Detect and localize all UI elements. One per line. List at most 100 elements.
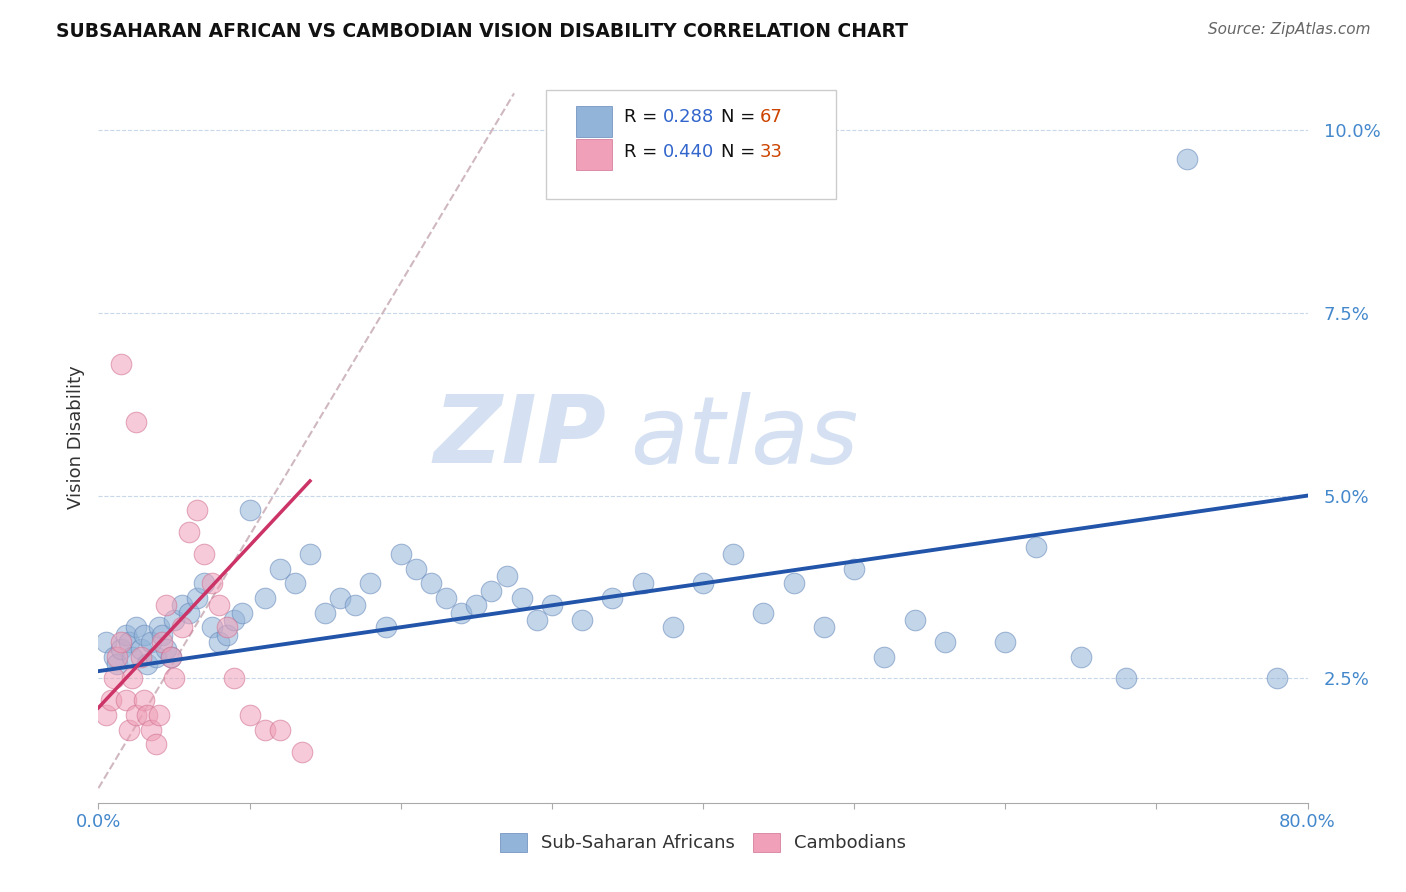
Point bbox=[1070, 649, 1092, 664]
Point bbox=[631, 576, 654, 591]
Point bbox=[103, 672, 125, 686]
Point bbox=[110, 635, 132, 649]
Point bbox=[125, 416, 148, 430]
Point bbox=[661, 620, 683, 634]
Point bbox=[186, 591, 208, 605]
Point bbox=[253, 591, 276, 605]
Point bbox=[405, 562, 427, 576]
Point bbox=[145, 649, 167, 664]
Point bbox=[193, 547, 215, 561]
Point bbox=[160, 649, 183, 664]
Point bbox=[329, 591, 352, 605]
Point bbox=[170, 620, 193, 634]
Point bbox=[215, 620, 238, 634]
Y-axis label: Vision Disability: Vision Disability bbox=[66, 365, 84, 509]
Point bbox=[994, 635, 1017, 649]
Point bbox=[208, 635, 231, 649]
Point bbox=[110, 642, 132, 657]
Point bbox=[692, 576, 714, 591]
Point bbox=[904, 613, 927, 627]
Point bbox=[224, 672, 246, 686]
Point bbox=[450, 606, 472, 620]
Point bbox=[125, 708, 148, 723]
Point bbox=[201, 576, 224, 591]
Point bbox=[141, 635, 163, 649]
Point bbox=[1267, 672, 1289, 686]
Point bbox=[118, 723, 141, 737]
Point bbox=[193, 576, 215, 591]
Point bbox=[540, 599, 562, 613]
FancyBboxPatch shape bbox=[576, 106, 613, 137]
Point bbox=[160, 649, 183, 664]
Point bbox=[231, 606, 253, 620]
Point bbox=[132, 627, 155, 641]
Point bbox=[269, 723, 291, 737]
Point bbox=[150, 635, 173, 649]
Point bbox=[360, 576, 382, 591]
Point bbox=[155, 599, 177, 613]
Text: SUBSAHARAN AFRICAN VS CAMBODIAN VISION DISABILITY CORRELATION CHART: SUBSAHARAN AFRICAN VS CAMBODIAN VISION D… bbox=[56, 22, 908, 41]
Point bbox=[239, 503, 262, 517]
Point bbox=[1115, 672, 1137, 686]
Point bbox=[783, 576, 806, 591]
Point bbox=[135, 657, 157, 671]
Text: 0.288: 0.288 bbox=[664, 109, 714, 127]
Point bbox=[201, 620, 224, 634]
Point bbox=[100, 693, 122, 707]
Point bbox=[141, 723, 163, 737]
Point bbox=[105, 649, 128, 664]
Point bbox=[163, 613, 186, 627]
Point bbox=[344, 599, 367, 613]
Point bbox=[103, 649, 125, 664]
Point bbox=[94, 708, 117, 723]
Point bbox=[374, 620, 396, 634]
Point bbox=[163, 672, 186, 686]
Point bbox=[481, 583, 503, 598]
Point bbox=[510, 591, 533, 605]
Point bbox=[571, 613, 593, 627]
Text: 0.440: 0.440 bbox=[664, 143, 714, 161]
Text: N =: N = bbox=[721, 143, 761, 161]
Point bbox=[495, 569, 517, 583]
Point bbox=[170, 599, 193, 613]
Point bbox=[129, 649, 152, 664]
Point bbox=[186, 503, 208, 517]
Point bbox=[284, 576, 307, 591]
Point bbox=[389, 547, 412, 561]
Point bbox=[121, 672, 143, 686]
Point bbox=[844, 562, 866, 576]
Legend: Sub-Saharan Africans, Cambodians: Sub-Saharan Africans, Cambodians bbox=[492, 826, 914, 860]
Point bbox=[148, 620, 170, 634]
Point bbox=[114, 627, 136, 641]
Point bbox=[94, 635, 117, 649]
Point bbox=[129, 642, 152, 657]
Point bbox=[434, 591, 457, 605]
Point bbox=[215, 627, 238, 641]
FancyBboxPatch shape bbox=[576, 139, 613, 170]
Point bbox=[121, 649, 143, 664]
Point bbox=[291, 745, 314, 759]
Point bbox=[1175, 152, 1198, 166]
Point bbox=[602, 591, 624, 605]
Point bbox=[125, 620, 148, 634]
Point bbox=[813, 620, 835, 634]
Point bbox=[314, 606, 336, 620]
Text: 67: 67 bbox=[759, 109, 783, 127]
Point bbox=[465, 599, 488, 613]
Text: R =: R = bbox=[624, 143, 664, 161]
Point bbox=[148, 708, 170, 723]
Point bbox=[114, 693, 136, 707]
Point bbox=[752, 606, 775, 620]
Point bbox=[179, 606, 201, 620]
Text: N =: N = bbox=[721, 109, 761, 127]
Point bbox=[110, 357, 132, 371]
Text: Source: ZipAtlas.com: Source: ZipAtlas.com bbox=[1208, 22, 1371, 37]
Point bbox=[239, 708, 262, 723]
Point bbox=[155, 642, 177, 657]
Point bbox=[253, 723, 276, 737]
Point bbox=[1024, 540, 1046, 554]
Text: ZIP: ZIP bbox=[433, 391, 606, 483]
Point bbox=[179, 525, 201, 540]
Point bbox=[224, 613, 246, 627]
Point bbox=[132, 693, 155, 707]
